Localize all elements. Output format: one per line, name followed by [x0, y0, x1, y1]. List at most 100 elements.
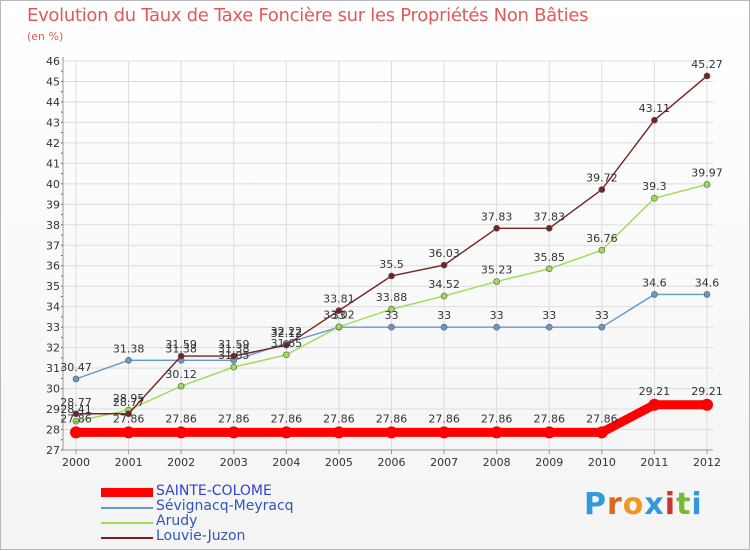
data-point-sainte-colome [648, 398, 661, 411]
data-label-arudy: 30.12 [165, 368, 197, 381]
x-tick-label: 2009 [535, 456, 563, 469]
data-point-louvie-juzon [72, 410, 80, 418]
data-label-arudy: 35.23 [481, 264, 513, 277]
data-point-s-vignacq-meyracq [598, 323, 606, 331]
data-label-sainte-colome: 27.86 [60, 412, 92, 425]
data-point-louvie-juzon [493, 224, 500, 232]
data-label-s-vignacq-meyracq: 32.22 [271, 325, 303, 338]
data-label-s-vignacq-meyracq: 33 [332, 309, 346, 322]
data-point-s-vignacq-meyracq [493, 323, 500, 331]
data-label-arudy: 35.85 [534, 251, 566, 264]
data-label-arudy: 39.97 [691, 166, 723, 179]
data-point-s-vignacq-meyracq [72, 375, 80, 383]
legend-swatch [101, 488, 153, 497]
data-point-sainte-colome [543, 426, 556, 439]
legend-swatch [101, 536, 153, 539]
y-tick-label: 33 [46, 321, 60, 334]
data-label-louvie-juzon: 32.12 [271, 327, 303, 340]
y-tick-label: 45 [46, 75, 60, 88]
data-point-arudy [703, 181, 711, 188]
data-point-louvie-juzon [335, 307, 343, 314]
logo-letter: t [676, 487, 692, 522]
data-point-louvie-juzon [598, 186, 606, 193]
data-label-louvie-juzon: 31.59 [165, 338, 197, 351]
data-label-arudy: 34.52 [428, 278, 460, 291]
x-tick-label: 2006 [378, 456, 406, 469]
data-label-louvie-juzon: 33.81 [323, 293, 355, 306]
data-label-sainte-colome: 27.86 [481, 412, 513, 425]
data-label-sainte-colome: 27.86 [534, 412, 566, 425]
proxiti-logo: Proxiti [584, 487, 703, 522]
y-tick-label: 37 [46, 239, 60, 252]
data-label-s-vignacq-meyracq: 33 [437, 309, 451, 322]
data-label-s-vignacq-meyracq: 30.47 [60, 361, 92, 374]
data-point-arudy [651, 194, 658, 202]
data-point-arudy [177, 382, 185, 390]
data-point-arudy [283, 351, 290, 359]
data-label-arudy: 31.65 [271, 337, 303, 350]
y-tick-label: 30 [46, 383, 60, 396]
data-point-louvie-juzon [388, 272, 395, 280]
data-point-arudy [335, 323, 343, 331]
chart-title: Evolution du Taux de Taxe Foncière sur l… [27, 5, 589, 26]
data-label-sainte-colome: 27.86 [586, 412, 618, 425]
y-tick-label: 43 [46, 116, 60, 129]
data-label-louvie-juzon: 43.11 [639, 102, 671, 115]
data-point-louvie-juzon [651, 116, 658, 124]
logo-letter: r [607, 487, 623, 522]
data-label-s-vignacq-meyracq: 31.38 [113, 342, 145, 355]
legend-label: Louvie-Juzon [156, 528, 246, 544]
y-tick-label: 40 [46, 178, 60, 191]
data-label-arudy: 33.88 [376, 291, 408, 304]
legend-label: SAINTE-COLOME [156, 483, 272, 499]
x-tick-label: 2007 [430, 456, 458, 469]
data-label-sainte-colome: 27.86 [165, 412, 197, 425]
data-label-louvie-juzon: 31.59 [218, 338, 250, 351]
data-label-louvie-juzon: 39.72 [586, 172, 618, 185]
data-point-s-vignacq-meyracq [651, 291, 658, 298]
data-point-sainte-colome [227, 426, 240, 439]
data-label-arudy: 36.76 [586, 232, 618, 245]
y-tick-label: 29 [46, 403, 60, 416]
data-point-s-vignacq-meyracq [125, 357, 132, 364]
data-label-sainte-colome: 27.86 [271, 412, 303, 425]
y-tick-label: 39 [46, 198, 60, 211]
y-tick-label: 36 [46, 260, 60, 273]
data-point-sainte-colome [70, 426, 82, 439]
logo-letter: i [691, 487, 703, 522]
data-label-s-vignacq-meyracq: 34.6 [695, 276, 720, 289]
data-point-sainte-colome [701, 398, 713, 411]
data-point-louvie-juzon [440, 261, 448, 269]
data-point-louvie-juzon [125, 410, 132, 418]
legend-label: Arudy [156, 513, 198, 529]
data-label-s-vignacq-meyracq: 33 [595, 309, 609, 322]
data-point-arudy [598, 246, 606, 254]
data-point-sainte-colome [280, 426, 293, 439]
data-point-sainte-colome [595, 426, 608, 439]
chart-subtitle: (en %) [27, 30, 64, 43]
data-label-louvie-juzon: 37.83 [481, 210, 513, 223]
data-point-louvie-juzon [703, 72, 711, 80]
y-tick-label: 34 [46, 301, 60, 314]
data-point-sainte-colome [122, 426, 135, 439]
data-point-sainte-colome [332, 426, 345, 439]
data-label-louvie-juzon: 28.77 [60, 396, 92, 409]
data-point-s-vignacq-meyracq [388, 323, 395, 331]
data-label-s-vignacq-meyracq: 33 [542, 309, 556, 322]
data-point-arudy [440, 292, 448, 300]
data-label-sainte-colome: 27.86 [323, 412, 355, 425]
x-tick-label: 2003 [220, 456, 248, 469]
data-point-louvie-juzon [283, 341, 290, 349]
y-tick-label: 38 [46, 219, 60, 232]
x-tick-label: 2008 [483, 456, 511, 469]
x-tick-label: 2001 [115, 456, 143, 469]
data-label-sainte-colome: 29.21 [691, 385, 723, 398]
x-axis-ticks: 2000 2001 2002 2003 2004 2005 2006 2007 2008 2009… [62, 456, 721, 469]
data-labels: 30.47 31.38 31.38 31.38 32.22 33 33 33 33 33 33 34.… [60, 58, 723, 425]
data-point-sainte-colome [490, 426, 503, 439]
data-label-s-vignacq-meyracq: 31.38 [165, 342, 197, 355]
y-tick-label: 44 [46, 96, 60, 109]
data-label-arudy: 33.02 [323, 309, 355, 322]
